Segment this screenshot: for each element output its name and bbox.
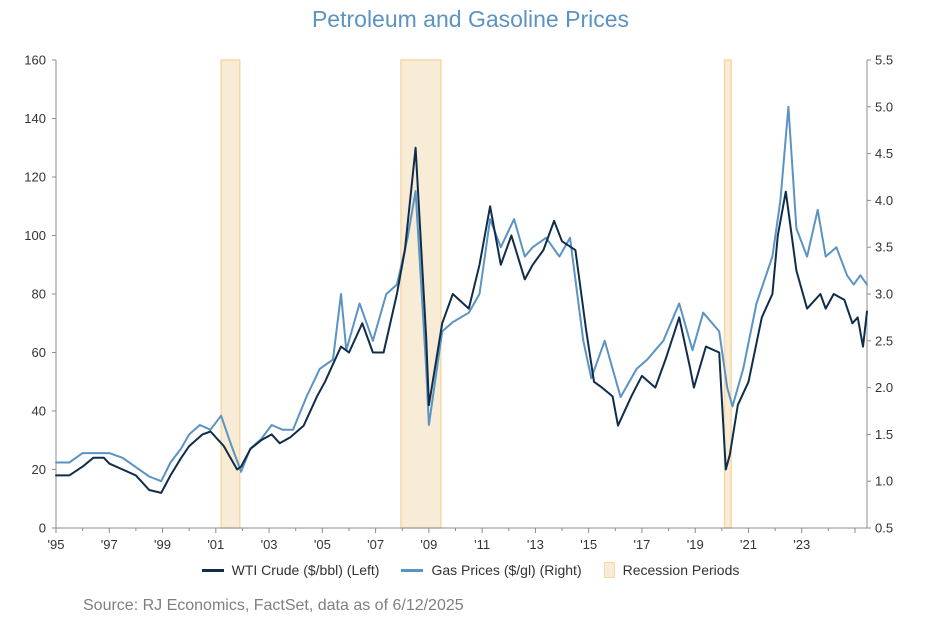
x-tick-label-2: '99 [154,537,171,552]
y-right-tick-label-9: 5.0 [875,99,893,114]
x-tick-label-10: '15 [580,537,597,552]
y-left-tick-label-0: 0 [39,521,46,536]
y-left-tick-label-2: 40 [32,404,46,419]
legend-label-wti: WTI Crude ($/bbl) (Left) [231,562,380,578]
legend-label-recession: Recession Periods [622,562,740,578]
legend-item-recession: Recession Periods [603,562,740,578]
y-left-tick-label-5: 100 [24,228,46,243]
x-tick-label-4: '03 [261,537,278,552]
y-left-tick-label-6: 120 [24,170,46,185]
y-right-tick-label-0: 0.5 [875,521,893,536]
ticks-layer: 0 20 40 60 80 100 120 140 160 0.5 1.0 1.5 2.0 2.5 3.0 3… [24,53,893,553]
x-tick-label-13: '21 [740,537,757,552]
x-tick-label-9: '13 [527,537,544,552]
x-tick-label-7: '09 [420,537,437,552]
x-tick-label-8: '11 [474,537,490,552]
y-left-tick-label-3: 60 [32,345,46,360]
y-left-tick-label-1: 20 [32,462,46,477]
y-right-tick-label-7: 4.0 [875,193,893,208]
x-tick-label-3: '01 [207,537,224,552]
chart-title: Petroleum and Gasoline Prices [311,6,630,32]
series-line-0 [55,146,868,494]
y-right-tick-label-5: 3.0 [875,287,893,302]
source-note: Source: RJ Economics, FactSet, data as o… [83,597,464,614]
x-tick-label-1: '97 [101,537,118,552]
legend: WTI Crude ($/bbl) (Left) Gas Prices ($/g… [0,562,941,578]
recession-layer [220,59,732,529]
legend-swatch-gas [401,568,424,572]
x-tick-label-6: '07 [367,537,384,552]
x-tick-label-11: '17 [633,537,650,552]
y-right-tick-label-1: 1.0 [875,474,893,489]
y-right-tick-label-8: 4.5 [875,146,893,161]
legend-swatch-wti [201,568,224,572]
x-tick-label-12: '19 [687,537,704,552]
legend-label-gas: Gas Prices ($/gl) (Right) [431,562,582,578]
y-right-tick-label-3: 2.0 [875,380,893,395]
legend-item-gas: Gas Prices ($/gl) (Right) [401,562,582,578]
axes-layer [55,60,868,529]
legend-item-wti: WTI Crude ($/bbl) (Left) [201,562,380,578]
y-right-tick-label-10: 5.5 [875,53,893,68]
y-right-tick-label-2: 1.5 [875,427,893,442]
x-tick-label-14: '23 [793,537,810,552]
series-line-1 [55,105,868,483]
x-tick-label-0: '95 [48,537,65,552]
y-left-tick-label-7: 140 [24,111,46,126]
y-left-tick-label-8: 160 [24,53,46,68]
y-right-tick-label-6: 3.5 [875,240,893,255]
chart-svg: 0 20 40 60 80 100 120 140 160 0.5 1.0 1.5 2.0 2.5 3.0 3… [24,53,893,553]
y-right-tick-label-4: 2.5 [875,333,893,348]
legend-swatch-recession [603,562,615,578]
x-tick-label-5: '05 [314,537,331,552]
y-left-tick-label-4: 80 [32,287,46,302]
series-layer [55,105,868,494]
